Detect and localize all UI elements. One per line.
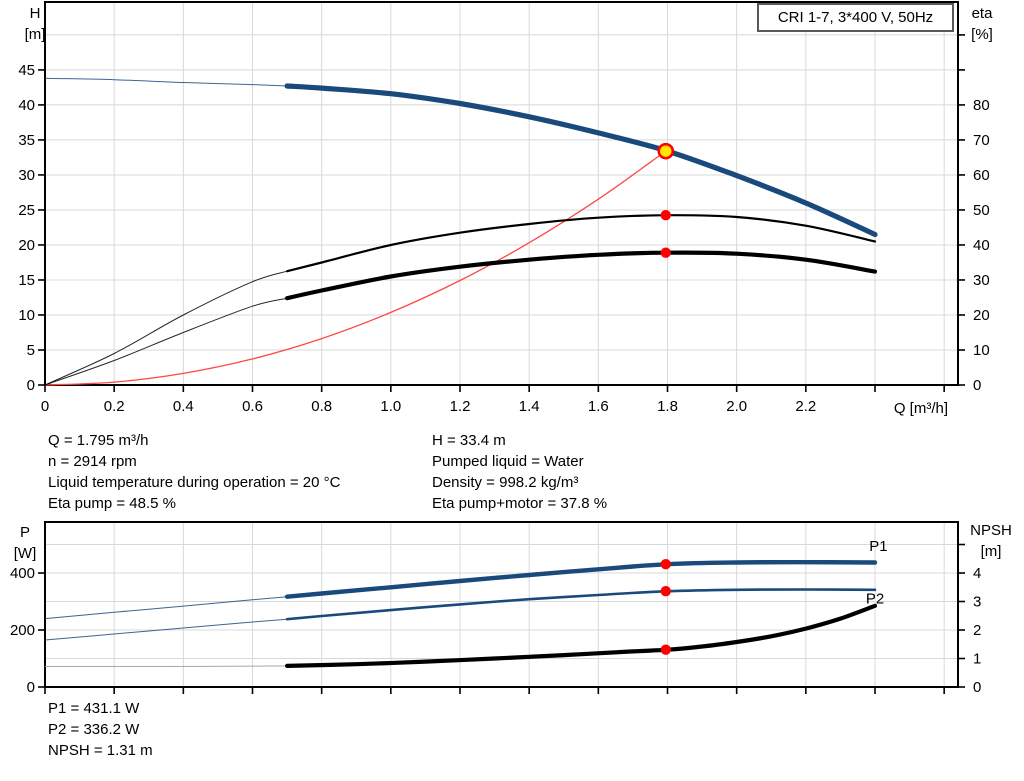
p2-curve-thin <box>44 618 288 641</box>
x-axis-tick-label: 0.2 <box>104 398 125 415</box>
left-axis-tick-label: 20 <box>18 237 35 254</box>
eta-axis-title: eta [%] <box>964 3 1000 45</box>
right-axis-tick-label: 10 <box>973 342 990 359</box>
info-eta-pump-motor: Eta pump+motor = 37.8 % <box>432 495 608 512</box>
x-axis-tick-label: 1.2 <box>450 398 471 415</box>
right-axis-tick-label: 80 <box>973 97 990 114</box>
info-head: H = 33.4 m <box>432 432 506 449</box>
left-axis-tick-label: 0 <box>27 679 35 696</box>
left-axis-tick-label: 200 <box>10 622 35 639</box>
duty-value-dot <box>660 210 671 221</box>
p2-curve <box>285 588 877 621</box>
right-axis-tick-label: 60 <box>973 167 990 184</box>
x-axis-tick-label: 0.6 <box>242 398 263 415</box>
head-axis-symbol: H <box>29 5 41 22</box>
x-axis-tick-label: 1.8 <box>657 398 678 415</box>
npsh-curve <box>285 603 878 668</box>
right-axis-tick-label: 4 <box>973 565 981 582</box>
npsh-axis-symbol: NPSH <box>970 522 1012 539</box>
eta-pump-motor-curve <box>285 250 878 301</box>
eta-axis-symbol: eta <box>971 5 993 22</box>
result-p1: P1 = 431.1 W <box>48 700 140 717</box>
x-axis-tick-label: 1.6 <box>588 398 609 415</box>
left-axis-tick-label: 10 <box>18 307 35 324</box>
npsh-curve-thin <box>44 665 288 668</box>
right-axis-tick-label: 20 <box>973 307 990 324</box>
power-axis-symbol: P <box>19 524 30 541</box>
x-axis-tick-label: 1.4 <box>519 398 540 415</box>
duty-value-dot <box>660 585 671 597</box>
power-axis-unit: [W] <box>13 545 37 562</box>
duty-info-left-column: Q = 1.795 m³/h n = 2914 rpm Liquid tempe… <box>48 430 340 514</box>
plot-border <box>44 1 959 386</box>
npsh-axis-unit: [m] <box>980 543 1002 560</box>
duty-value-dot <box>660 247 671 258</box>
duty-value-dot <box>660 558 671 570</box>
right-axis-tick-label: 2 <box>973 622 981 639</box>
info-pumped-liquid: Pumped liquid = Water <box>432 453 584 470</box>
plot-border <box>44 521 959 688</box>
left-axis-tick-label: 45 <box>18 62 35 79</box>
duty-value-dot <box>660 644 671 655</box>
x-axis-tick-label: 0.4 <box>173 398 194 415</box>
pump-title-label: CRI 1-7, 3*400 V, 50Hz <box>777 9 934 26</box>
eta-pump-motor-curve-thin <box>44 297 288 386</box>
right-axis-tick-label: 3 <box>973 594 981 611</box>
power-npsh-results: P1 = 431.1 W P2 = 336.2 W NPSH = 1.31 m <box>48 698 153 761</box>
info-flow: Q = 1.795 m³/h <box>48 432 149 449</box>
eta-pump-curve-thin <box>44 270 288 386</box>
x-axis-tick-label: 2.2 <box>795 398 816 415</box>
left-axis-tick-label: 30 <box>18 167 35 184</box>
p1-curve <box>284 559 878 599</box>
hq-eta-chart: 0 0.2 0.4 0.6 0.8 1.0 1.2 1.4 1.6 1.8 2.0 2.2 0 5 10 15… <box>18 1 990 415</box>
left-axis-tick-label: 0 <box>27 377 35 394</box>
system-curve-curve <box>44 150 667 386</box>
curve-label-p1: P1 <box>869 538 887 555</box>
info-speed: n = 2914 rpm <box>48 453 137 470</box>
pump-title-box: CRI 1-7, 3*400 V, 50Hz <box>757 3 954 32</box>
curve-label-p2: P2 <box>866 591 884 608</box>
left-axis-tick-label: 40 <box>18 97 35 114</box>
info-eta-pump: Eta pump = 48.5 % <box>48 495 176 512</box>
left-axis-tick-label: 35 <box>18 132 35 149</box>
duty-point-marker[interactable] <box>657 142 675 160</box>
head-axis-unit: [m] <box>24 26 46 43</box>
npsh-axis-title: NPSH [m] <box>962 520 1020 562</box>
duty-info-right-column: H = 33.4 m Pumped liquid = Water Density… <box>432 430 607 514</box>
left-axis-tick-label: 5 <box>27 342 35 359</box>
head-curve-thin <box>44 77 288 87</box>
left-axis-tick-label: 15 <box>18 272 35 289</box>
flow-axis-title: Q [m³/h] <box>893 400 948 417</box>
eta-pump-curve <box>286 214 877 273</box>
right-axis-tick-label: 50 <box>973 202 990 219</box>
result-p2: P2 = 336.2 W <box>48 721 140 738</box>
right-axis-tick-label: 30 <box>973 272 990 289</box>
info-liquid-temperature: Liquid temperature during operation = 20… <box>48 474 341 491</box>
x-axis-tick-label: 1.0 <box>380 398 401 415</box>
result-npsh: NPSH = 1.31 m <box>48 742 153 759</box>
left-axis-tick-label: 400 <box>10 565 35 582</box>
eta-axis-unit: [%] <box>971 26 993 43</box>
right-axis-tick-label: 0 <box>973 377 981 394</box>
info-density: Density = 998.2 kg/m³ <box>432 474 579 491</box>
right-axis-tick-label: 70 <box>973 132 990 149</box>
head-axis-title: H [m] <box>18 3 52 45</box>
x-axis-tick-label: 2.0 <box>726 398 747 415</box>
left-axis-tick-label: 25 <box>18 202 35 219</box>
power-axis-title: P [W] <box>8 522 42 564</box>
right-axis-tick-label: 0 <box>973 679 981 696</box>
p1-curve-thin <box>44 596 288 620</box>
x-axis-tick-label: 0.8 <box>311 398 332 415</box>
right-axis-tick-label: 40 <box>973 237 990 254</box>
x-axis-tick-label: 0 <box>41 398 49 415</box>
right-axis-tick-label: 1 <box>973 651 981 668</box>
head-curve <box>284 83 878 238</box>
power-npsh-chart: 0 200 400 0 1 2 3 4 P1 P2 <box>10 521 981 696</box>
